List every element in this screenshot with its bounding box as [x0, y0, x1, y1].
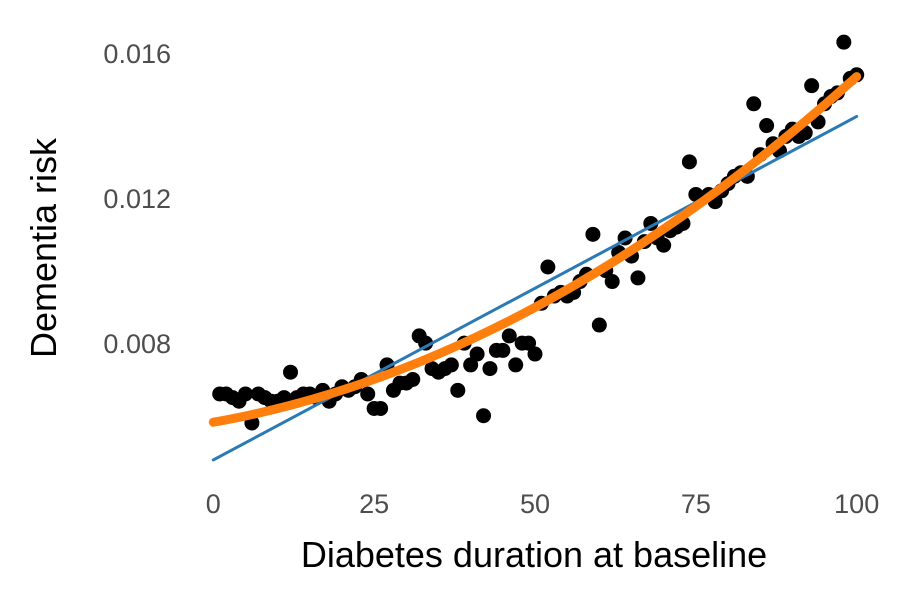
data-point — [521, 335, 537, 351]
quadratic-fit-curve — [208, 72, 862, 427]
data-point — [508, 357, 524, 373]
x-tick-label: 75 — [681, 489, 711, 519]
data-point — [681, 154, 697, 170]
data-point — [443, 357, 459, 373]
x-tick-label: 25 — [359, 489, 389, 519]
data-point — [450, 382, 466, 398]
y-tick-label: 0.012 — [103, 184, 171, 214]
y-tick-label: 0.016 — [103, 39, 171, 69]
data-point — [540, 259, 556, 275]
x-axis-ticks: 0 25 50 75 100 — [206, 489, 879, 519]
data-point — [836, 34, 852, 50]
data-point — [463, 357, 479, 373]
data-point — [759, 118, 775, 134]
data-point — [495, 342, 511, 358]
data-point — [469, 346, 485, 362]
plot-panel — [208, 34, 865, 462]
data-point — [630, 270, 646, 286]
x-axis-title: Diabetes duration at baseline — [301, 534, 767, 575]
data-point — [501, 328, 517, 344]
y-axis-title: Dementia risk — [23, 137, 64, 358]
data-point — [527, 346, 543, 362]
data-point — [585, 226, 601, 242]
data-point — [482, 361, 498, 377]
y-tick-label: 0.008 — [103, 329, 171, 359]
data-point — [746, 96, 762, 112]
data-point — [283, 364, 299, 380]
data-point — [373, 400, 389, 416]
linear-fit-line — [211, 114, 859, 462]
data-point — [804, 78, 820, 94]
x-tick-label: 0 — [206, 489, 221, 519]
data-point — [476, 408, 492, 424]
data-point — [360, 386, 376, 402]
x-tick-label: 50 — [520, 489, 550, 519]
x-tick-label: 100 — [834, 489, 879, 519]
y-axis-ticks: 0.008 0.012 0.016 — [103, 39, 171, 359]
data-point — [656, 237, 672, 253]
data-point — [237, 386, 253, 402]
data-point — [604, 274, 620, 290]
data-point — [591, 317, 607, 333]
data-point — [405, 371, 421, 387]
